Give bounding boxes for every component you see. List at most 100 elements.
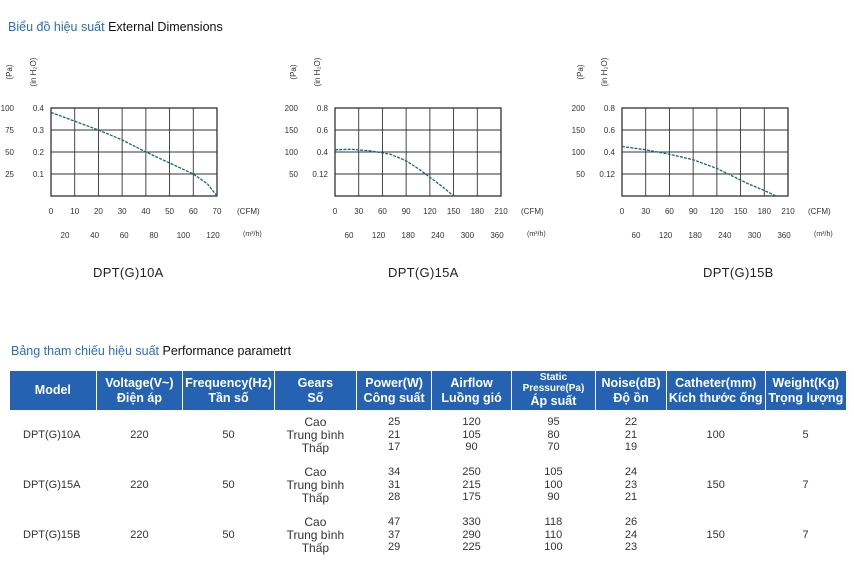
performance-curve bbox=[334, 148, 455, 197]
performance-curve bbox=[50, 111, 218, 197]
x-tick-label-cfm: 20 bbox=[94, 207, 103, 216]
cell-pressure: 105 100 90 bbox=[544, 466, 563, 504]
cell-model: DPT(G)10A bbox=[23, 429, 81, 441]
cell-voltage: 220 bbox=[130, 429, 149, 441]
x-axis-label-m3h: (m³/h) bbox=[527, 231, 546, 238]
header-gears: Gears Số bbox=[274, 371, 357, 410]
y-tick-label-pa: 200 bbox=[285, 104, 299, 113]
cell-power: 25 21 17 bbox=[387, 416, 401, 454]
cell-airflow: 120 105 90 bbox=[462, 416, 481, 454]
cell-catheter: 150 bbox=[706, 479, 725, 491]
header-noise: Noise(dB) Độ ồn bbox=[595, 371, 667, 410]
x-tick-label-m3h: 300 bbox=[461, 231, 475, 240]
chart-model-label: DPT(G)15B bbox=[703, 265, 774, 280]
x-tick-label-cfm: 150 bbox=[447, 207, 461, 216]
y-axis-label-pa: (Pa) bbox=[289, 64, 298, 79]
y-tick-label-inh2o: 0.2 bbox=[33, 148, 45, 157]
cell-pressure: 95 80 70 bbox=[547, 416, 560, 454]
chart-dpt-15a: (Pa) (in H₂O) 0 30 60 90 120 150 180 210 (CFM) 0.8 2… bbox=[284, 50, 564, 290]
y-tick-label-inh2o: 0.4 bbox=[33, 104, 45, 113]
y-tick-label-pa: 200 bbox=[572, 104, 586, 113]
header-power: Power(W) Công suất bbox=[356, 371, 433, 410]
cell-gears: Cao Trung bình Thấp bbox=[286, 464, 345, 505]
x-tick-label-cfm: 50 bbox=[165, 207, 174, 216]
y-tick-label-inh2o: 0.8 bbox=[604, 104, 616, 113]
y-tick-label-inh2o: 0.3 bbox=[33, 126, 45, 135]
table-title-en: Performance parametrt bbox=[162, 344, 292, 358]
x-tick-label-cfm: 180 bbox=[471, 207, 485, 216]
cell-voltage: 220 bbox=[130, 479, 149, 491]
x-tick-label-m3h: 120 bbox=[372, 231, 386, 240]
performance-curve bbox=[621, 145, 777, 197]
y-axis-label-inh2o: (in H₂O) bbox=[313, 57, 322, 86]
cell-catheter: 100 bbox=[706, 429, 725, 441]
x-tick-label-cfm: 0 bbox=[49, 207, 54, 216]
x-tick-label-m3h: 240 bbox=[431, 231, 445, 240]
x-axis-label-m3h: (m³/h) bbox=[243, 231, 262, 238]
x-tick-label-cfm: 10 bbox=[70, 207, 79, 216]
header-model: Model bbox=[10, 371, 97, 410]
x-tick-label-cfm: 60 bbox=[378, 207, 387, 216]
y-tick-label-inh2o: 0.1 bbox=[33, 170, 45, 179]
x-tick-label-cfm: 30 bbox=[118, 207, 127, 216]
x-tick-label-m3h: 180 bbox=[689, 231, 703, 240]
x-tick-label-cfm: 90 bbox=[689, 207, 698, 216]
table-row: DPT(G)10A 220 50 Cao Trung bình Thấp 25 21 1… bbox=[10, 410, 846, 460]
x-tick-label-cfm: 0 bbox=[620, 207, 625, 216]
cell-frequency: 50 bbox=[222, 529, 235, 541]
table-row: DPT(G)15A 220 50 Cao Trung bình Thấp 34 31 2… bbox=[10, 460, 846, 510]
cell-gears: Cao Trung bình Thấp bbox=[286, 514, 345, 555]
y-axis-label-inh2o: (in H₂O) bbox=[600, 57, 609, 86]
x-tick-label-cfm: 40 bbox=[141, 207, 150, 216]
y-tick-label-inh2o: 0.12 bbox=[599, 170, 615, 179]
x-tick-label-m3h: 360 bbox=[777, 231, 791, 240]
x-tick-label-cfm: 30 bbox=[354, 207, 363, 216]
chart-model-label: DPT(G)10A bbox=[93, 265, 164, 280]
table-section-title: Bảng tham chiếu hiệu suất Performance pa… bbox=[11, 344, 291, 358]
chart-dpt-15b: (Pa) (in H₂O) 0 30 60 90 120 150 180 210 (CFM) 0.8 2… bbox=[571, 50, 851, 290]
x-tick-label-cfm: 120 bbox=[423, 207, 437, 216]
y-axis-label-pa: (Pa) bbox=[5, 64, 14, 79]
cell-noise: 26 24 23 bbox=[624, 516, 638, 554]
x-tick-label-m3h: 240 bbox=[718, 231, 732, 240]
x-tick-label-cfm: 180 bbox=[758, 207, 772, 216]
cell-voltage: 220 bbox=[130, 529, 149, 541]
x-tick-label-m3h: 60 bbox=[632, 231, 641, 240]
table-title-vi: Bảng tham chiếu hiệu suất bbox=[11, 344, 160, 358]
cell-frequency: 50 bbox=[222, 479, 235, 491]
y-tick-label-pa: 25 bbox=[5, 170, 14, 179]
y-tick-label-pa: 50 bbox=[289, 170, 298, 179]
chart-svg: (Pa) (in H₂O) 0 30 60 90 120 150 180 210 (CFM) 0.8 2… bbox=[572, 57, 833, 240]
cell-pressure: 118 110 100 bbox=[544, 516, 563, 554]
y-tick-label-inh2o: 0.4 bbox=[317, 148, 329, 157]
x-tick-label-m3h: 40 bbox=[90, 231, 99, 240]
x-tick-label-cfm: 30 bbox=[641, 207, 650, 216]
chart-dpt-10a: (Pa) (in H₂O) 0 10 20 30 40 50 60 70 (CFM) 0.4 100 0.… bbox=[0, 50, 280, 290]
x-axis-label-cfm: (CFM) bbox=[521, 207, 544, 216]
x-tick-label-m3h: 180 bbox=[402, 231, 416, 240]
charts-title-en: External Dimensions bbox=[108, 20, 223, 34]
charts-title-vi: Biểu đồ hiệu suất bbox=[8, 20, 105, 34]
header-voltage: Voltage(V~) Điện áp bbox=[96, 371, 184, 410]
y-tick-label-pa: 150 bbox=[285, 126, 299, 135]
x-tick-label-m3h: 120 bbox=[659, 231, 673, 240]
x-tick-label-m3h: 60 bbox=[120, 231, 129, 240]
x-tick-label-cfm: 210 bbox=[494, 207, 508, 216]
x-tick-label-cfm: 210 bbox=[781, 207, 795, 216]
x-tick-label-m3h: 300 bbox=[748, 231, 762, 240]
cell-power: 47 37 29 bbox=[387, 516, 401, 554]
header-pressure: Static Pressure(Pa) Áp suất bbox=[511, 371, 597, 410]
y-tick-label-inh2o: 0.4 bbox=[604, 148, 616, 157]
header-weight: Weight(Kg) Trọng lượng bbox=[765, 371, 846, 410]
x-tick-label-cfm: 60 bbox=[189, 207, 198, 216]
x-tick-label-cfm: 90 bbox=[402, 207, 411, 216]
performance-table: Model Voltage(V~) Điện áp Frequency(Hz) Tầ… bbox=[10, 371, 846, 560]
cell-weight: 7 bbox=[802, 529, 809, 541]
y-tick-label-inh2o: 0.6 bbox=[317, 126, 329, 135]
cell-model: DPT(G)15A bbox=[23, 479, 81, 491]
y-tick-label-inh2o: 0.8 bbox=[317, 104, 329, 113]
y-tick-label-pa: 150 bbox=[572, 126, 586, 135]
x-tick-label-cfm: 60 bbox=[665, 207, 674, 216]
x-tick-label-cfm: 70 bbox=[213, 207, 222, 216]
cell-model: DPT(G)15B bbox=[23, 529, 81, 541]
